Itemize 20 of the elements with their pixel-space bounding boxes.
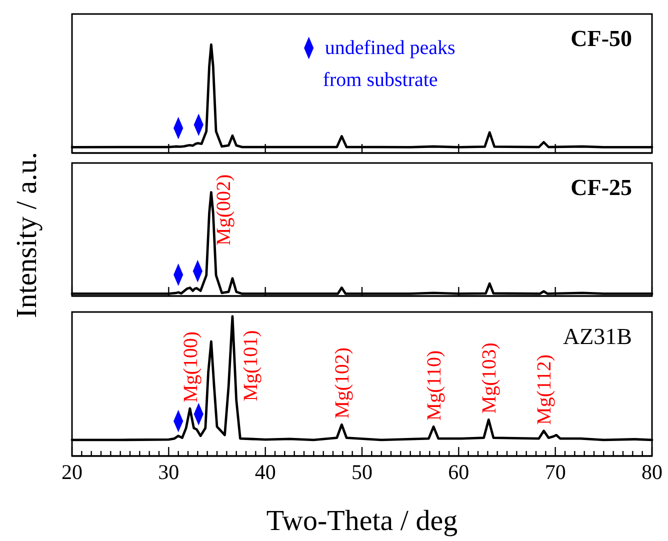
y-axis-title: Intensity / a.u.: [11, 152, 43, 318]
annotation: Mg(102): [332, 347, 354, 419]
x-tick-label: 20: [62, 460, 82, 484]
chart-title: CF-25: [570, 175, 632, 200]
x-tick-label: 80: [642, 460, 662, 484]
chart-title: CF-50: [570, 26, 632, 51]
x-axis-title: Two-Theta / deg: [266, 505, 458, 537]
x-tick-label: 60: [448, 460, 470, 484]
annotation: Mg(112): [534, 354, 556, 425]
x-tick-label: 50: [352, 460, 372, 484]
annotation: Mg(002): [212, 174, 235, 246]
annotation: Mg(110): [424, 350, 446, 421]
annotation: Mg(103): [478, 342, 501, 414]
x-tick-label: 30: [158, 460, 180, 484]
x-tick-label: 70: [544, 460, 566, 484]
annotation: Mg(101): [240, 330, 262, 402]
chart-title: AZ31B: [563, 324, 632, 349]
annotation: Mg(100): [180, 331, 202, 403]
x-tick-label: 40: [254, 460, 276, 484]
legend-label: undefined peaks from substrate: [322, 37, 456, 91]
